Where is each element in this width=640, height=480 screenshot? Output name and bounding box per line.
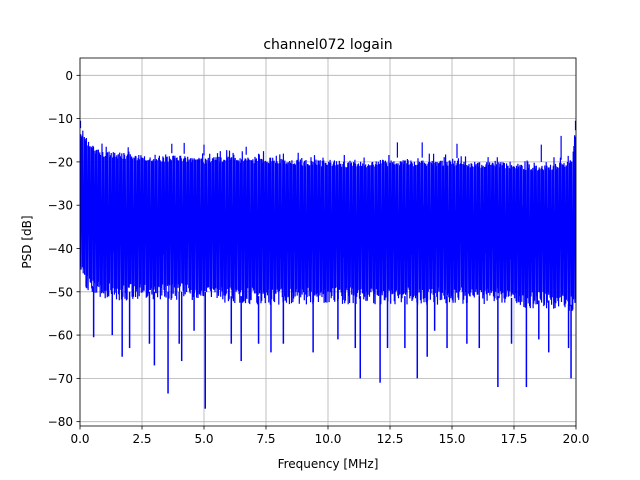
x-axis-label: Frequency [MHz] <box>278 457 379 471</box>
y-axis-label: PSD [dB] <box>20 215 34 268</box>
x-tick-label-1: 2.5 <box>132 432 151 446</box>
chart-title: channel072 logain <box>263 37 392 53</box>
x-tick-label-3: 7.5 <box>256 432 275 446</box>
y-tick-label-5: −50 <box>48 285 73 299</box>
y-tick-label-8: −80 <box>48 415 73 429</box>
x-tick-label-2: 5.0 <box>194 432 213 446</box>
x-tick-label-8: 20.0 <box>563 432 590 446</box>
y-tick-label-1: −10 <box>48 112 73 126</box>
y-tick-label-4: −40 <box>48 242 73 256</box>
y-tick-label-0: 0 <box>65 69 73 83</box>
y-tick-label-7: −70 <box>48 372 73 386</box>
x-axis-ticks: 0.0 2.5 5.0 7.5 10.0 12.5 15.0 17.5 20.0 <box>70 426 589 446</box>
series-psd <box>80 120 576 409</box>
y-axis-ticks: 0 −10 −20 −30 −40 −50 −60 −70 −80 <box>48 69 80 429</box>
x-tick-label-7: 17.5 <box>501 432 528 446</box>
x-tick-label-6: 15.0 <box>439 432 466 446</box>
y-tick-label-6: −60 <box>48 329 73 343</box>
x-tick-label-0: 0.0 <box>70 432 89 446</box>
x-tick-label-4: 10.0 <box>315 432 342 446</box>
x-tick-label-5: 12.5 <box>377 432 404 446</box>
y-tick-label-3: −30 <box>48 199 73 213</box>
y-tick-label-2: −20 <box>48 155 73 169</box>
plot-area <box>80 120 576 409</box>
series-line-0 <box>80 120 576 312</box>
